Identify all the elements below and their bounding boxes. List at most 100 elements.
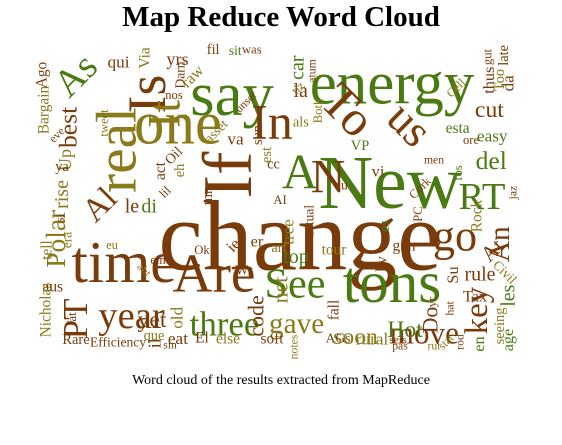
word-di: di [141,195,157,217]
word-year: year [98,295,165,337]
word-too: Too [492,69,508,91]
word-polar: Polar [40,210,71,268]
word-new: New [318,141,461,225]
word-n: N [311,151,346,204]
word-da: da [498,75,517,92]
word-que: que [144,328,165,344]
word-en: en [469,336,488,351]
word-el: El [195,330,209,347]
word-rod: rod [454,334,467,350]
word-le: le [125,195,140,217]
word-jaz: jaz [507,186,520,201]
word-sit: sit [229,43,242,58]
word-er: er [251,232,264,251]
word-act: act [152,161,169,180]
word-fil: fil [207,42,220,58]
word-net: net [268,277,293,304]
word-mn: mn [200,187,216,205]
word-top: top [283,246,309,268]
word-du: du [334,178,348,193]
word-gave: gave [269,308,324,340]
word-best: best [53,107,82,148]
word-late: late [496,45,512,66]
word-thus: thus [479,67,498,94]
word-es: es [377,220,393,232]
word-est: est [259,147,275,163]
word-vi: vi [372,162,385,181]
word-in: In [251,95,293,150]
word-soft: soft [260,331,284,348]
word-del: del [476,146,507,175]
word-change: change [158,181,441,292]
word-hv: hv [374,256,391,272]
word-era: era [60,232,75,248]
word-key: key [459,286,495,334]
word-tax: Tax [463,287,487,306]
word-hot: Hot [387,317,423,343]
word-soon: soon [333,324,378,350]
word-ags: AGs [326,331,351,346]
word-pas: pas [392,340,408,353]
word-rise: rise [51,180,73,209]
word-ore: ore [463,133,479,147]
word-yr: yr [425,296,439,307]
word-yet: yet [138,307,167,333]
chart-title: Map Reduce Word Cloud [122,1,440,33]
word-rule: rule [464,263,495,285]
word-real: real [86,107,149,193]
word-via: Via [136,47,153,68]
word-aus: aus [43,279,64,296]
word-as: As [46,45,106,105]
word-rare: Rare [62,332,89,348]
word-fos: fos [451,165,465,180]
word-ago: Ago [34,61,51,88]
word-rut: rut [428,340,442,353]
word-if: If [189,151,267,198]
word-ok: Ok [194,243,210,257]
word-both: Both [311,98,325,123]
word-su: Su [443,266,462,283]
word-bargain: Bargain [36,85,53,134]
word-actual: actual [302,205,317,237]
word-move: move [390,316,459,351]
word-tree: tree [279,219,298,245]
word-cut: cut [475,97,504,123]
word-ein: ein [150,253,166,267]
word-rock: Rock [469,199,486,232]
word-rural: rural [356,330,389,349]
word-an: An [484,226,516,262]
word-seeing: seeing [492,308,508,345]
word-wr: Wr [236,263,253,278]
word-les: les [498,284,520,306]
word-eat: eat [168,329,188,348]
word-pt: PT [56,299,95,340]
word-it: It [139,100,190,128]
word-ai: AI [273,193,286,207]
word-il: il [144,338,164,348]
word-art: art [271,240,286,256]
word-say: say [190,59,274,129]
word-fall: fall [326,300,343,321]
word-si: si [53,213,67,222]
word-atum: atum [306,59,319,82]
word-qui: qui [108,53,130,72]
word-three: three [190,304,260,343]
word-up: Up [55,149,75,171]
chart-caption: Word cloud of the results extracted from… [132,373,430,388]
word-pc: PC [411,206,425,221]
word-va: va [227,130,244,149]
word-ya: ya [55,159,69,175]
word-eu: eu [106,238,119,252]
word-nos: nos [165,88,183,102]
word-esta: esta [446,120,470,137]
word-tons: tons [343,249,442,315]
word-la: la [293,80,308,102]
word-cc: cc [267,156,280,172]
word-hat: hat [444,300,457,315]
word-easy: easy [477,126,508,145]
word-men: men [424,154,444,167]
word-yrs: yrs [166,49,188,69]
word-rt: RT [459,176,506,218]
word-eh: eh [172,164,188,178]
